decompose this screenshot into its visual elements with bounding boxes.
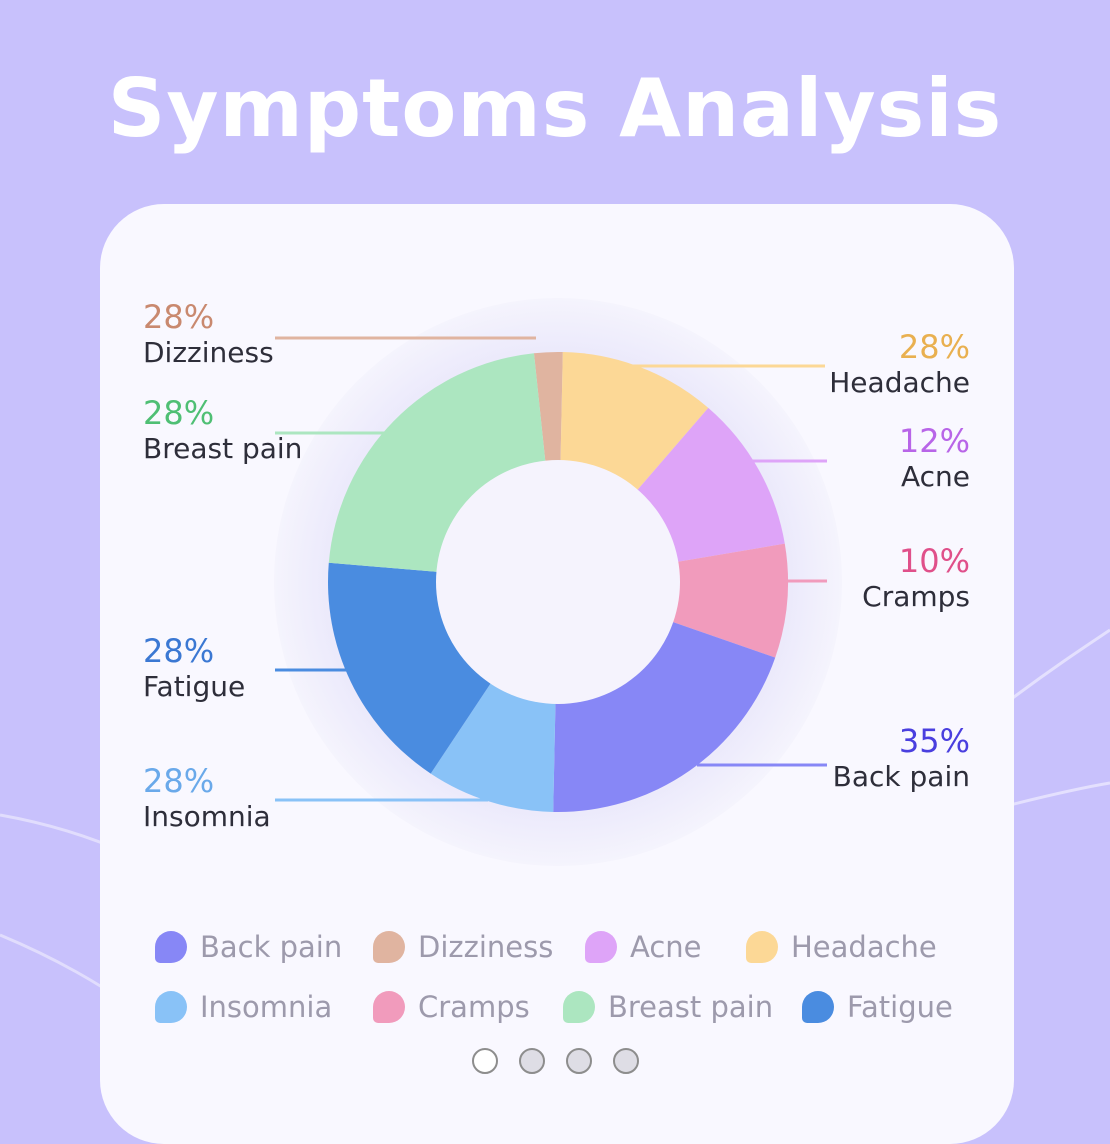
page-dot-4[interactable]	[613, 1048, 639, 1074]
callout-percent: 35%	[898, 722, 970, 760]
page-dot-3[interactable]	[566, 1048, 592, 1074]
chart-card: 28% Dizziness 28% Headache 12% Acne 10% Cramps 3…	[100, 204, 1014, 1144]
callout-insomnia: 28% Insomnia	[143, 762, 383, 834]
donut-chart	[274, 298, 842, 866]
callout-acne: 12% Acne	[730, 422, 970, 494]
callout-breast-pain: 28% Breast pain	[143, 394, 383, 466]
callout-label: Insomnia	[143, 800, 271, 833]
legend-item-headache[interactable]: Headache	[746, 930, 937, 964]
legend-item-dizziness[interactable]: Dizziness	[373, 930, 553, 964]
legend-swatch-icon	[155, 931, 187, 963]
legend-label: Cramps	[418, 990, 530, 1024]
callout-percent: 10%	[898, 542, 970, 580]
callout-percent: 28%	[143, 632, 215, 670]
legend-swatch-icon	[563, 991, 595, 1023]
callout-back-pain: 35% Back pain	[730, 722, 970, 794]
legend-item-insomnia[interactable]: Insomnia	[155, 990, 332, 1024]
legend-swatch-icon	[746, 931, 778, 963]
legend-item-back-pain[interactable]: Back pain	[155, 930, 342, 964]
callout-label: Dizziness	[143, 336, 274, 369]
callout-label: Headache	[829, 366, 970, 399]
callout-label: Acne	[900, 460, 970, 493]
callout-cramps: 10% Cramps	[730, 542, 970, 614]
legend-swatch-icon	[373, 931, 405, 963]
legend-swatch-icon	[585, 931, 617, 963]
callout-label: Breast pain	[143, 432, 303, 465]
page-title: Symptoms Analysis	[107, 62, 1003, 155]
legend-label: Dizziness	[418, 930, 554, 964]
legend-item-acne[interactable]: Acne	[585, 930, 702, 964]
page-dot-1[interactable]	[472, 1048, 498, 1074]
legend-swatch-icon	[802, 991, 834, 1023]
legend-item-fatigue[interactable]: Fatigue	[802, 990, 953, 1024]
donut-hole	[436, 460, 680, 704]
legend-swatch-icon	[373, 991, 405, 1023]
legend-label: Fatigue	[847, 990, 953, 1024]
callout-headache: 28% Headache	[730, 328, 970, 400]
legend-label: Acne	[630, 930, 702, 964]
legend-swatch-icon	[155, 991, 187, 1023]
legend-label: Insomnia	[200, 990, 333, 1024]
callout-label: Cramps	[862, 580, 970, 613]
callout-percent: 28%	[143, 394, 215, 432]
callout-percent: 28%	[143, 298, 215, 336]
page-dot-2[interactable]	[519, 1048, 545, 1074]
callout-fatigue: 28% Fatigue	[143, 632, 383, 704]
callout-label: Fatigue	[143, 670, 246, 703]
callout-label: Back pain	[832, 760, 970, 793]
legend-item-cramps[interactable]: Cramps	[373, 990, 530, 1024]
callout-percent: 28%	[143, 762, 215, 800]
legend-label: Back pain	[200, 930, 343, 964]
legend-label: Headache	[791, 930, 937, 964]
legend-label: Breast pain	[608, 990, 774, 1024]
legend-item-breast-pain[interactable]: Breast pain	[563, 990, 773, 1024]
callout-percent: 12%	[898, 422, 970, 460]
pagination-dots	[472, 1048, 639, 1074]
callout-dizziness: 28% Dizziness	[143, 298, 383, 370]
callout-percent: 28%	[898, 328, 970, 366]
